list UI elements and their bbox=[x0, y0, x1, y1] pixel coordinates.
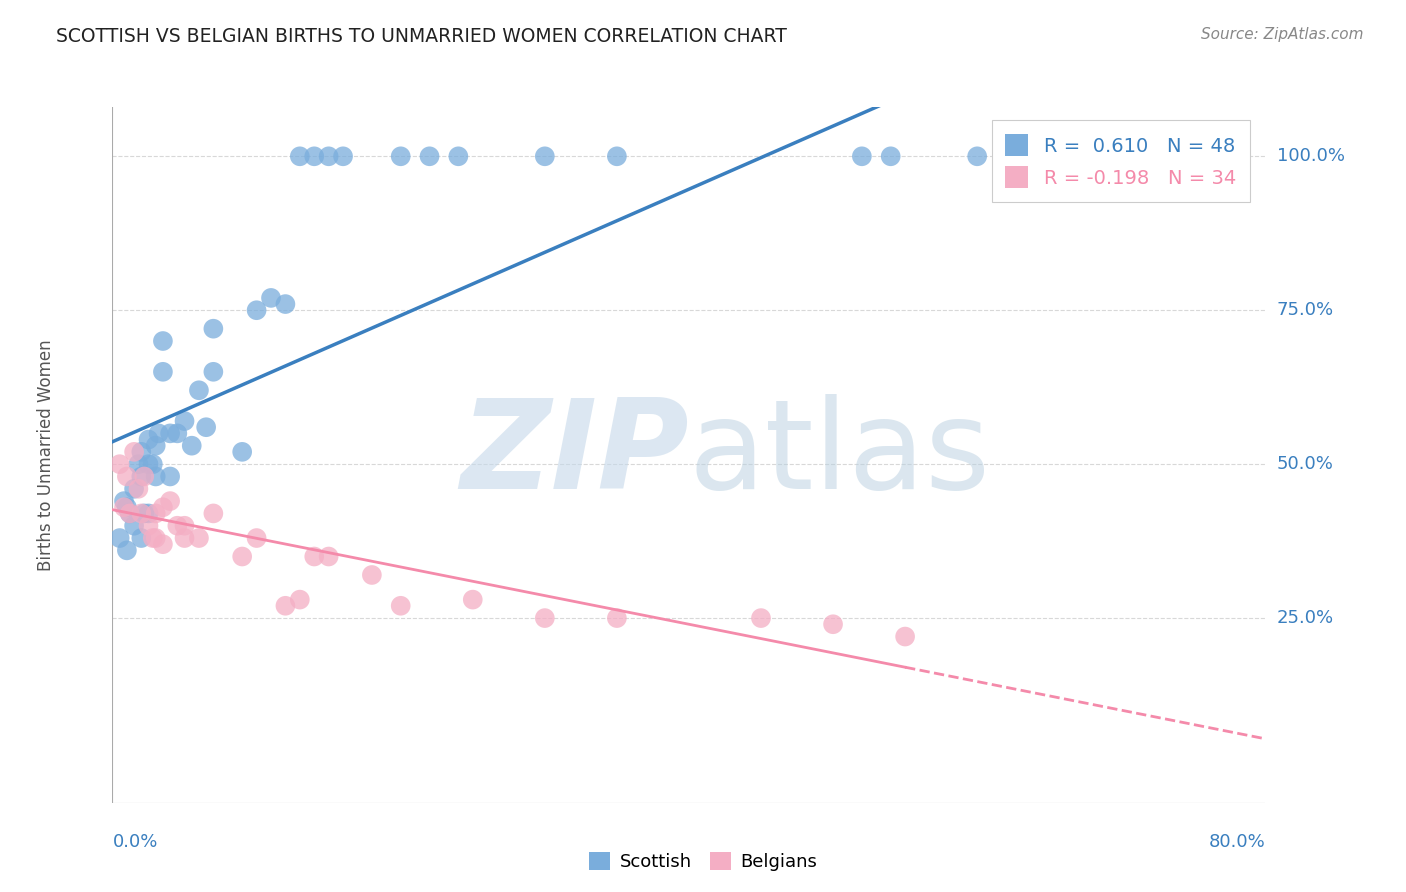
Point bbox=[231, 549, 253, 564]
Point bbox=[461, 592, 484, 607]
Point bbox=[389, 599, 412, 613]
Point bbox=[129, 531, 153, 545]
Text: 80.0%: 80.0% bbox=[1209, 833, 1265, 851]
Point bbox=[202, 507, 225, 521]
Point bbox=[122, 518, 145, 533]
Point bbox=[966, 149, 988, 163]
Point bbox=[166, 518, 188, 533]
Point bbox=[749, 611, 772, 625]
Point bbox=[134, 507, 156, 521]
Point bbox=[360, 568, 382, 582]
Point bbox=[115, 500, 138, 515]
Point bbox=[148, 426, 170, 441]
Point bbox=[118, 507, 141, 521]
Text: ZIP: ZIP bbox=[460, 394, 689, 516]
Point bbox=[159, 426, 181, 441]
Point bbox=[152, 500, 174, 515]
Point bbox=[274, 599, 297, 613]
Legend: R =  0.610   N = 48, R = -0.198   N = 34: R = 0.610 N = 48, R = -0.198 N = 34 bbox=[991, 120, 1250, 202]
Point bbox=[260, 291, 283, 305]
Point bbox=[1038, 149, 1060, 163]
Point bbox=[138, 433, 160, 447]
Point bbox=[108, 457, 131, 471]
Point bbox=[129, 469, 153, 483]
Point bbox=[145, 507, 167, 521]
Point bbox=[142, 457, 165, 471]
Point bbox=[145, 469, 167, 483]
Point bbox=[159, 469, 181, 483]
Text: 75.0%: 75.0% bbox=[1277, 301, 1334, 319]
Point bbox=[142, 531, 165, 545]
Point bbox=[606, 149, 628, 163]
Point bbox=[127, 457, 149, 471]
Point bbox=[606, 611, 628, 625]
Point bbox=[274, 297, 297, 311]
Point bbox=[145, 439, 167, 453]
Point bbox=[115, 469, 138, 483]
Point bbox=[138, 518, 160, 533]
Point bbox=[332, 149, 354, 163]
Text: Births to Unmarried Women: Births to Unmarried Women bbox=[37, 339, 55, 571]
Point bbox=[188, 531, 211, 545]
Legend: Scottish, Belgians: Scottish, Belgians bbox=[582, 845, 824, 879]
Point bbox=[195, 420, 218, 434]
Point bbox=[166, 426, 188, 441]
Point bbox=[288, 149, 311, 163]
Point bbox=[202, 321, 225, 335]
Text: 100.0%: 100.0% bbox=[1277, 147, 1344, 165]
Point bbox=[152, 365, 174, 379]
Point bbox=[188, 384, 211, 398]
Point bbox=[245, 303, 267, 318]
Point bbox=[894, 630, 917, 644]
Text: SCOTTISH VS BELGIAN BIRTHS TO UNMARRIED WOMEN CORRELATION CHART: SCOTTISH VS BELGIAN BIRTHS TO UNMARRIED … bbox=[56, 27, 787, 45]
Point bbox=[851, 149, 873, 163]
Text: 50.0%: 50.0% bbox=[1277, 455, 1333, 473]
Point bbox=[245, 531, 267, 545]
Point bbox=[533, 149, 555, 163]
Point bbox=[202, 365, 225, 379]
Point bbox=[134, 469, 156, 483]
Point bbox=[138, 457, 160, 471]
Point bbox=[108, 531, 131, 545]
Point bbox=[118, 507, 141, 521]
Text: 25.0%: 25.0% bbox=[1277, 609, 1334, 627]
Point bbox=[304, 549, 326, 564]
Point bbox=[231, 445, 253, 459]
Point bbox=[122, 445, 145, 459]
Point bbox=[112, 494, 135, 508]
Point bbox=[304, 149, 326, 163]
Point bbox=[1010, 149, 1032, 163]
Point bbox=[533, 611, 555, 625]
Point bbox=[318, 549, 340, 564]
Point bbox=[138, 507, 160, 521]
Point bbox=[152, 334, 174, 348]
Point bbox=[127, 482, 149, 496]
Point bbox=[115, 543, 138, 558]
Point bbox=[288, 592, 311, 607]
Text: Source: ZipAtlas.com: Source: ZipAtlas.com bbox=[1201, 27, 1364, 42]
Point bbox=[173, 414, 195, 428]
Point bbox=[173, 531, 195, 545]
Point bbox=[129, 507, 153, 521]
Point bbox=[122, 482, 145, 496]
Point bbox=[159, 494, 181, 508]
Point bbox=[318, 149, 340, 163]
Point bbox=[145, 531, 167, 545]
Point bbox=[880, 149, 903, 163]
Point bbox=[112, 500, 135, 515]
Point bbox=[180, 439, 202, 453]
Point bbox=[389, 149, 412, 163]
Text: 0.0%: 0.0% bbox=[112, 833, 157, 851]
Point bbox=[419, 149, 441, 163]
Point bbox=[173, 518, 195, 533]
Point bbox=[129, 445, 153, 459]
Point bbox=[821, 617, 844, 632]
Text: atlas: atlas bbox=[689, 394, 991, 516]
Point bbox=[152, 537, 174, 551]
Point bbox=[447, 149, 470, 163]
